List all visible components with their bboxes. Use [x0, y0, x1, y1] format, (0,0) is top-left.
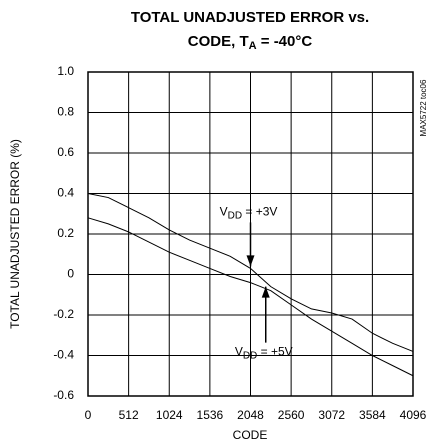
y-tick-label: 0.6	[57, 145, 74, 159]
y-tick-label: 0.4	[57, 186, 74, 200]
side-note: MAX5722 toc06	[419, 79, 428, 136]
y-tick-label: -0.4	[53, 348, 74, 362]
y-axis-label: TOTAL UNADJUSTED ERROR (%)	[8, 139, 22, 329]
y-tick-label: -0.6	[53, 388, 74, 402]
y-tick-label: 1.0	[57, 64, 74, 78]
x-tick-label: 1536	[197, 408, 224, 422]
x-tick-label: 4096	[400, 408, 427, 422]
x-tick-label: 0	[85, 408, 92, 422]
arrow-head	[261, 286, 270, 298]
x-tick-label: 2048	[237, 408, 264, 422]
annotation: VDD = +5V	[235, 345, 293, 361]
x-tick-label: 512	[119, 408, 139, 422]
x-tick-label: 3072	[318, 408, 345, 422]
x-tick-label: 1024	[156, 408, 183, 422]
y-tick-label: -0.2	[53, 307, 74, 321]
data-line	[87, 193, 414, 352]
annotation-sub: DD	[228, 210, 242, 221]
annotation-sub: DD	[243, 350, 257, 361]
annotation-part: = +5V	[257, 345, 292, 359]
x-tick-label: 2560	[278, 408, 305, 422]
title-sub: A	[249, 40, 257, 52]
arrow-head	[246, 255, 255, 267]
annotation-part: V	[235, 345, 243, 359]
x-axis-label: CODE	[233, 428, 268, 442]
annotation-part: V	[220, 205, 228, 219]
data-line	[87, 217, 414, 377]
y-tick-label: 0.2	[57, 226, 74, 240]
y-tick-label: 0	[67, 267, 74, 281]
x-tick-label: 3584	[359, 408, 386, 422]
chart-title: TOTAL UNADJUSTED ERROR vs.	[131, 9, 369, 26]
y-tick-label: 0.8	[57, 105, 74, 119]
title-part: CODE, T	[188, 33, 249, 50]
annotation: VDD = +3V	[220, 205, 278, 221]
chart-title: CODE, TA = -40°C	[188, 33, 313, 52]
title-part: = -40°C	[257, 33, 313, 50]
annotation-part: = +3V	[242, 205, 277, 219]
